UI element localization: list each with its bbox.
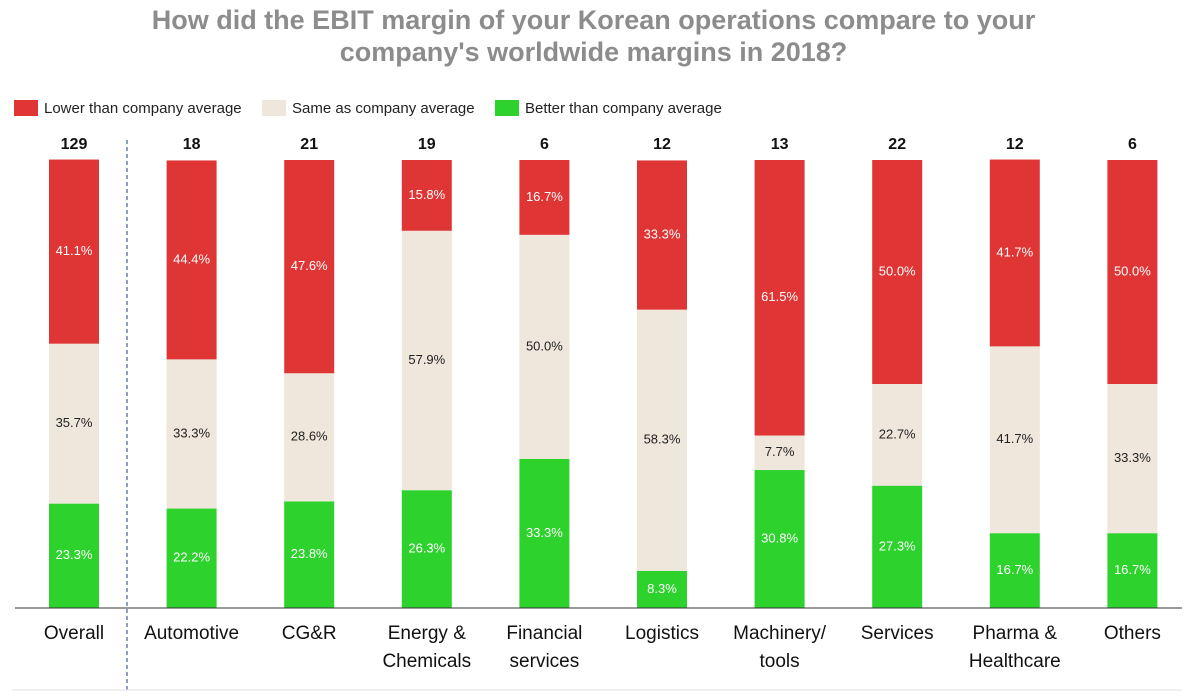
- total-label: 6: [1128, 136, 1137, 153]
- bar-segment: [401, 490, 452, 608]
- value-label: 22.7%: [879, 426, 916, 441]
- value-label: 33.3%: [644, 226, 681, 241]
- bar-segment: [49, 503, 99, 608]
- legend-label: Same as company average: [292, 100, 475, 117]
- bar-segment: [1107, 160, 1158, 384]
- total-label: 22: [888, 136, 906, 153]
- bar-segment: [1107, 384, 1158, 534]
- chart-title: How did the EBIT margin of your Korean o…: [151, 5, 1036, 67]
- value-label: 23.3%: [56, 547, 93, 562]
- bar-segment: [989, 533, 1040, 608]
- bar-segment: [284, 373, 335, 502]
- bar-segment: [637, 309, 687, 571]
- value-label: 61.5%: [761, 289, 798, 304]
- value-label: 15.8%: [408, 187, 445, 202]
- value-label: 35.7%: [56, 415, 93, 430]
- x-tick-label: Machinery/ tools: [733, 623, 827, 672]
- x-tick-label: Financial services: [506, 623, 583, 672]
- total-label: 12: [1006, 136, 1024, 153]
- bar-segment: [872, 384, 923, 486]
- bar-segment: [519, 458, 570, 608]
- value-label: 30.8%: [761, 530, 798, 545]
- x-tick-label: Pharma & Healthcare: [968, 623, 1061, 672]
- bar-segment: [989, 346, 1040, 534]
- bar-segment: [49, 159, 99, 344]
- value-label: 58.3%: [644, 432, 681, 447]
- bar-segment: [166, 160, 217, 360]
- bar-segment: [754, 160, 805, 436]
- x-tick-label: Services: [860, 623, 934, 644]
- value-label: 16.7%: [526, 189, 563, 204]
- total-label: 18: [183, 136, 201, 153]
- legend-swatch: [495, 100, 519, 116]
- total-label: 13: [771, 136, 789, 153]
- x-tick-label: CG&R: [281, 623, 337, 644]
- value-label: 33.3%: [526, 525, 563, 540]
- value-label: 28.6%: [291, 429, 328, 444]
- total-label: 21: [300, 136, 318, 153]
- total-label: 6: [540, 136, 549, 153]
- x-tick-label: Others: [1103, 623, 1161, 644]
- value-label: 41.7%: [996, 431, 1033, 446]
- value-label: 33.3%: [1114, 450, 1151, 465]
- bar-segment: [519, 234, 570, 459]
- bar-segment: [872, 485, 923, 608]
- bar-segment: [166, 508, 217, 608]
- value-label: 26.3%: [408, 541, 445, 556]
- legend-swatch: [262, 100, 286, 116]
- value-label: 50.0%: [526, 338, 563, 353]
- value-label: 22.2%: [173, 550, 210, 565]
- x-tick-label: Automotive: [144, 623, 240, 644]
- bar-segment: [637, 570, 687, 608]
- bar-segment: [401, 230, 452, 491]
- value-label: 57.9%: [408, 352, 445, 367]
- value-label: 33.3%: [173, 425, 210, 440]
- legend-label: Better than company average: [525, 100, 722, 117]
- x-tick-label: Energy & Chemicals: [382, 623, 472, 672]
- bar-segment: [872, 160, 923, 384]
- total-label: 129: [61, 136, 88, 153]
- x-tick-label: Overall: [43, 623, 105, 644]
- value-label: 27.3%: [879, 538, 916, 553]
- bar-segment: [49, 343, 99, 504]
- bar-segment: [284, 501, 335, 608]
- bar-segment: [519, 160, 570, 235]
- bar-segment: [989, 159, 1040, 347]
- value-label: 41.7%: [996, 244, 1033, 259]
- value-label: 41.1%: [56, 243, 93, 258]
- value-label: 47.6%: [291, 258, 328, 273]
- total-label: 12: [653, 136, 671, 153]
- value-label: 50.0%: [879, 263, 916, 278]
- bar-segment: [637, 160, 687, 310]
- bar-segment: [401, 160, 452, 231]
- value-label: 50.0%: [1114, 263, 1151, 278]
- x-tick-label: Logistics: [625, 623, 699, 644]
- legend-swatch: [14, 100, 38, 116]
- value-label: 8.3%: [647, 581, 677, 596]
- bar-segment: [754, 470, 805, 608]
- bar-segment: [284, 160, 335, 374]
- value-label: 23.8%: [291, 546, 328, 561]
- value-label: 7.7%: [765, 444, 795, 459]
- bar-segment: [166, 359, 217, 509]
- legend-label: Lower than company average: [44, 100, 242, 117]
- bar-segment: [1107, 533, 1158, 608]
- total-label: 19: [418, 136, 436, 153]
- value-label: 16.7%: [996, 562, 1033, 577]
- value-label: 16.7%: [1114, 562, 1151, 577]
- bar-segment: [754, 435, 805, 471]
- value-label: 44.4%: [173, 251, 210, 266]
